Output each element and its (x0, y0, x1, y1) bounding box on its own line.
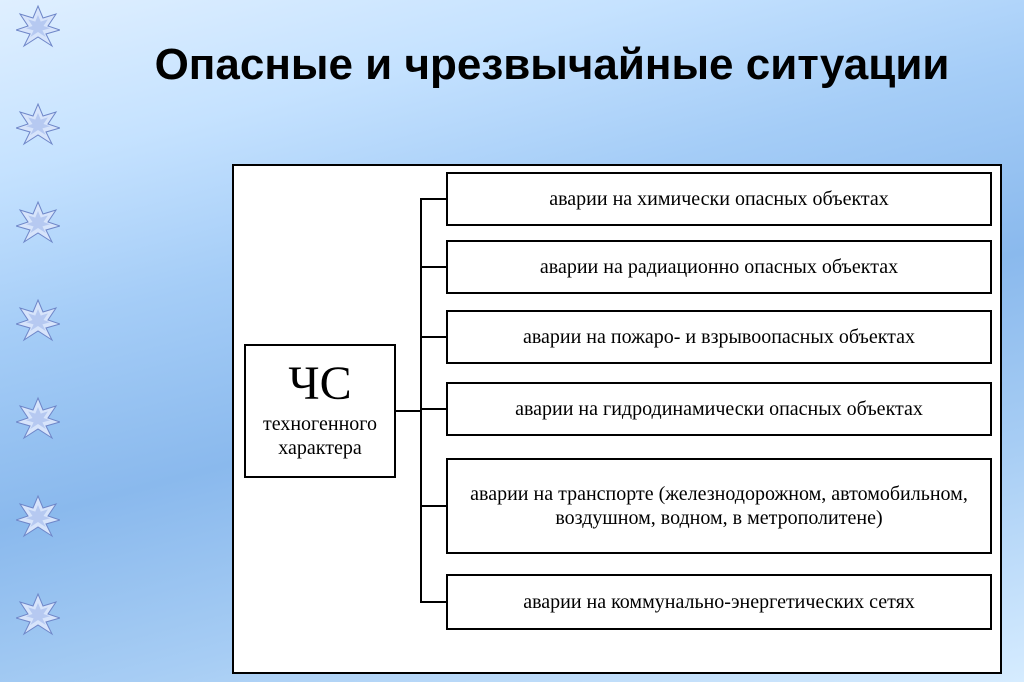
star-icon (16, 298, 60, 342)
star-icon (16, 592, 60, 636)
connector-branch (420, 601, 446, 603)
item-box: аварии на гидродинамически опасных объек… (446, 382, 992, 436)
item-box: аварии на транспорте (железнодорожном, а… (446, 458, 992, 554)
item-box: аварии на пожаро- и взрывоопасных объект… (446, 310, 992, 364)
slide-title: Опасные и чрезвычайные ситуации (120, 40, 984, 89)
connector-branch (420, 505, 446, 507)
bullet-column (16, 4, 60, 682)
connector-branch (420, 266, 446, 268)
item-box: аварии на радиационно опасных объектах (446, 240, 992, 294)
star-icon (16, 102, 60, 146)
connector-branch (420, 336, 446, 338)
connector-trunk (420, 199, 422, 602)
root-main: ЧС (246, 346, 394, 408)
connector-branch (420, 198, 446, 200)
star-icon (16, 494, 60, 538)
connector-root (396, 410, 422, 412)
root-box: ЧС техногенного характера (244, 344, 396, 478)
item-box: аварии на химически опасных объектах (446, 172, 992, 226)
star-icon (16, 4, 60, 48)
star-icon (16, 396, 60, 440)
diagram-panel: ЧС техногенного характера аварии на хими… (232, 164, 1002, 674)
item-box: аварии на коммунально-энергетических сет… (446, 574, 992, 630)
star-icon (16, 200, 60, 244)
root-sub: техногенного характера (246, 408, 394, 472)
connector-branch (420, 408, 446, 410)
